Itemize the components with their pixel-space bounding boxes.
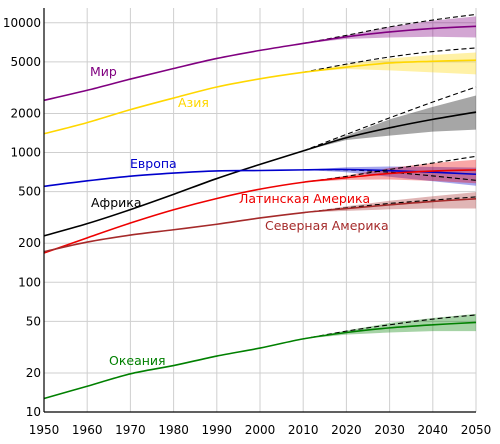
series-labels: Мир Азия Африка Европа Латинская Америка Севе…: [90, 64, 389, 368]
y-tick-label-200: 200: [18, 236, 41, 250]
line-north-america: [43, 197, 477, 253]
dashed-line-world: [303, 13, 477, 44]
series-label-oceania: Океания: [109, 353, 166, 368]
y-tick-label-2000: 2000: [10, 106, 41, 120]
x-tick-label-1950: 1950: [29, 423, 60, 437]
series-label-north-america: Северная Америка: [265, 218, 389, 233]
line-oceania: [43, 321, 477, 400]
series-label-africa: Африка: [91, 195, 142, 210]
line-world: [43, 25, 477, 102]
series-label-latin-america: Латинская Америка: [239, 191, 370, 206]
y-tick-label-5000: 5000: [10, 55, 41, 69]
series-label-asia: Азия: [178, 95, 209, 110]
dashed-line-asia: [303, 47, 477, 73]
x-tick-label-2050: 2050: [461, 423, 492, 437]
y-tick-label-10000: 10000: [3, 16, 41, 30]
y-tick-label-10: 10: [26, 405, 41, 419]
line-latin-america: [43, 169, 477, 254]
series-lines: [43, 13, 477, 400]
x-tick-label-2030: 2030: [374, 423, 405, 437]
dashed-line-north-america: [303, 196, 477, 214]
axes: 1950 1960 1970 1980 1990 2000 2010 2020 2030 2040…: [3, 8, 491, 437]
x-tick-label-2040: 2040: [418, 423, 449, 437]
y-tick-label-100: 100: [18, 275, 41, 289]
line-europe: [43, 168, 477, 188]
line-africa: [43, 111, 477, 237]
y-tick-label-1000: 1000: [10, 146, 41, 160]
x-tick-label-1970: 1970: [115, 423, 146, 437]
series-label-europe: Европа: [130, 156, 177, 171]
dashed-line-africa: [303, 86, 477, 152]
dashed-line-latin-america: [303, 155, 477, 183]
x-tick-label-2000: 2000: [245, 423, 276, 437]
x-tick-label-2020: 2020: [331, 423, 362, 437]
y-tick-label-20: 20: [26, 366, 41, 380]
x-tick-label-1990: 1990: [202, 423, 233, 437]
dashed-line-oceania: [303, 314, 477, 340]
x-tick-label-2010: 2010: [288, 423, 319, 437]
series-label-world: Мир: [90, 64, 117, 79]
x-tick-label-1960: 1960: [72, 423, 103, 437]
x-tick-label-1980: 1980: [158, 423, 189, 437]
y-tick-label-50: 50: [26, 314, 41, 328]
y-tick-label-500: 500: [18, 185, 41, 199]
line-asia: [43, 59, 477, 135]
